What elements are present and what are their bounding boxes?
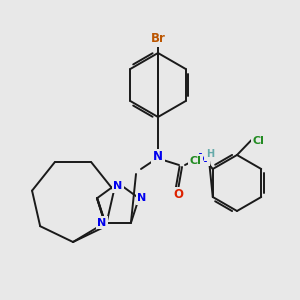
Text: N: N: [198, 152, 208, 164]
Text: Cl: Cl: [190, 156, 201, 166]
Text: N: N: [153, 151, 163, 164]
Text: N: N: [137, 193, 146, 203]
Text: H: H: [206, 149, 214, 159]
Text: N: N: [113, 181, 123, 191]
Text: N: N: [98, 218, 107, 228]
Text: O: O: [173, 188, 183, 202]
Text: Br: Br: [151, 32, 165, 46]
Text: Cl: Cl: [253, 136, 264, 146]
